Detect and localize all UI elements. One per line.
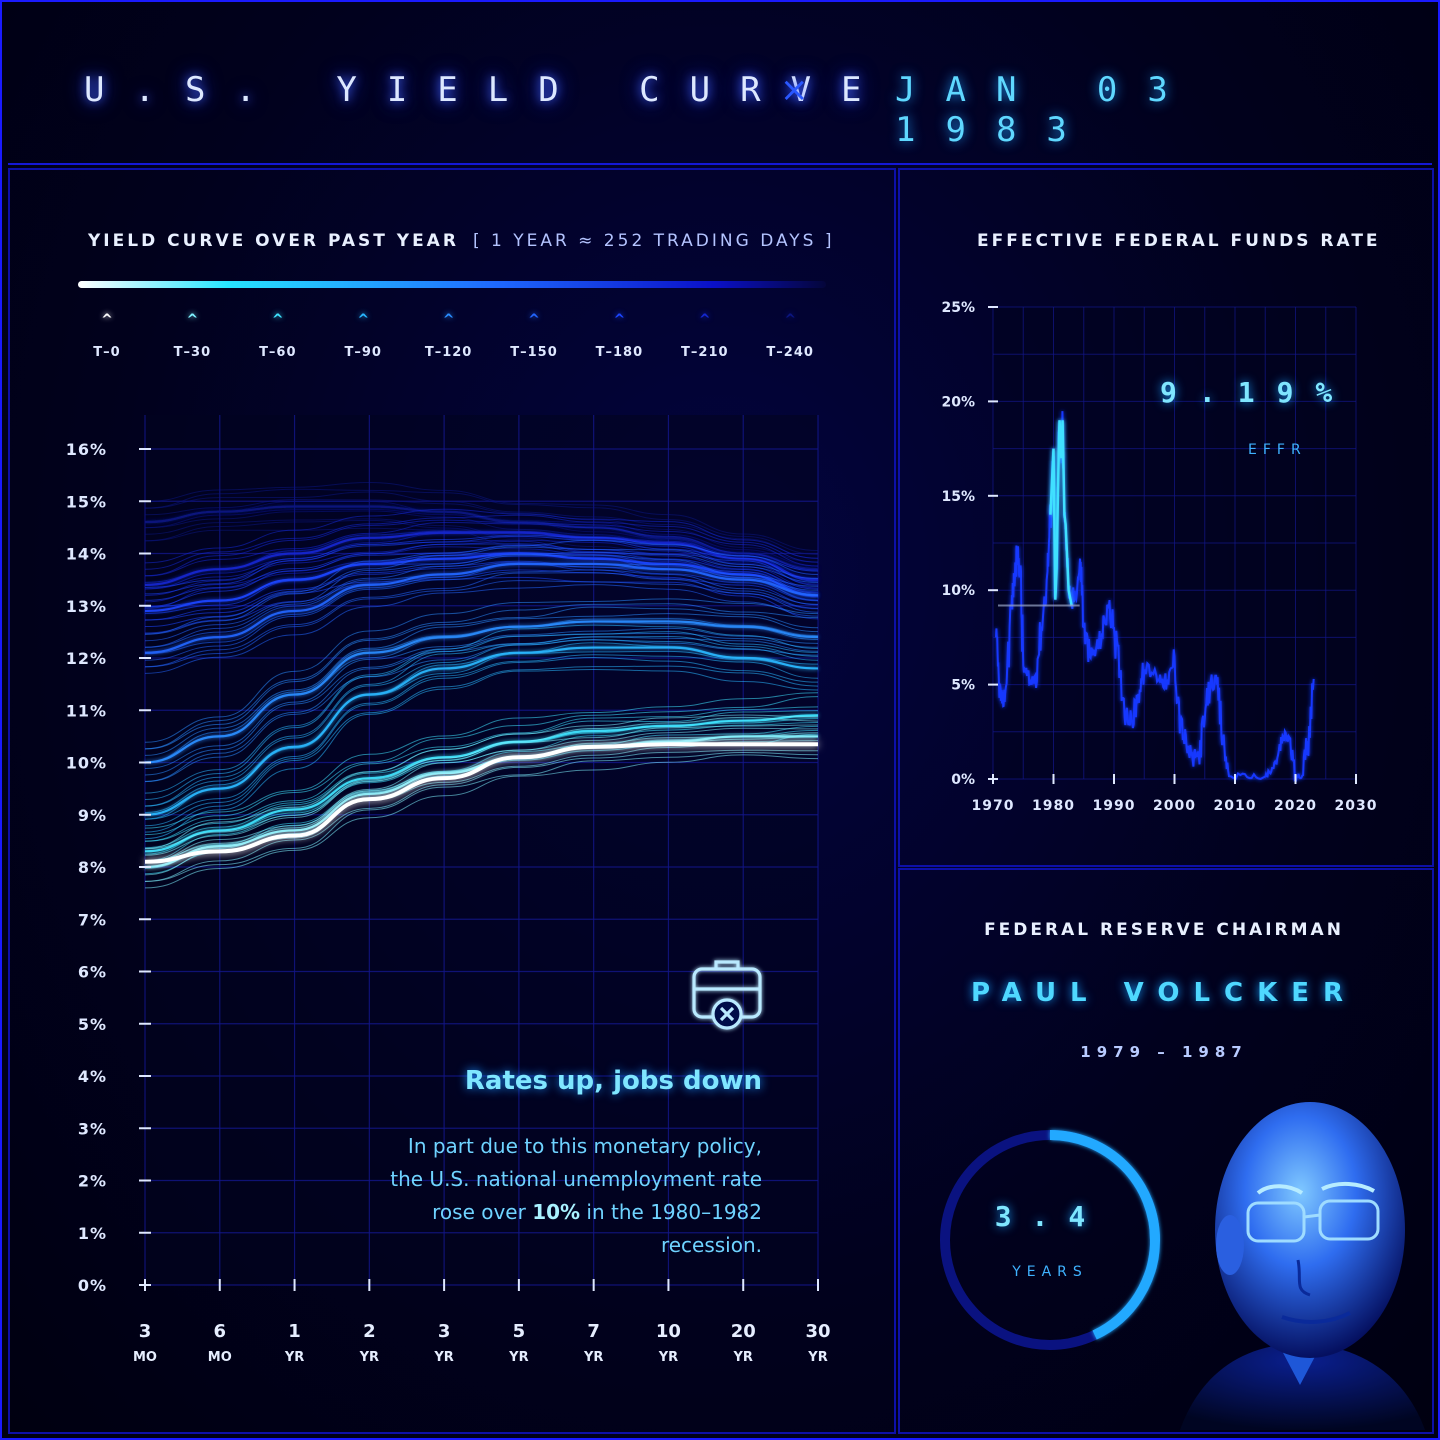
note-body: In part due to this monetary policy, the… [380,1130,762,1262]
briefcase-x-icon [692,960,762,1030]
chevron-up-icon: ^ [186,312,199,328]
chair-heading: FEDERAL RESERVE CHAIRMAN [984,920,1344,940]
effr-panel [898,168,1434,867]
note-body-text-1: In part due to this monetary policy, the… [390,1134,762,1224]
tenure-ring [940,1130,1160,1350]
legend-label: T–180 [595,345,644,360]
yield-subheading: [ 1 YEAR ≈ 252 TRADING DAYS ] [472,231,835,251]
tenure-label: YEARS [1012,1264,1088,1280]
legend-item: ^ T–30 [162,312,222,360]
effr-heading: EFFECTIVE FEDERAL FUNDS RATE [977,231,1381,251]
chevron-up-icon: ^ [357,312,370,328]
chevron-up-icon: ^ [271,312,284,328]
chevron-up-icon: ^ [698,312,711,328]
tenure-value: 3.4 [994,1200,1106,1233]
legend-item: ^ T–150 [504,312,564,360]
legend-label: T–150 [510,345,558,360]
legend-label: T–0 [93,345,121,360]
legend-label: T–120 [424,345,473,360]
yield-heading: YIELD CURVE OVER PAST YEAR [ 1 YEAR ≈ 252… [88,231,835,251]
legend-label: T–60 [259,345,297,360]
legend-item: ^ T–210 [675,312,735,360]
page-date: JAN 03 1983 [895,70,1198,150]
header-bar [8,8,1432,165]
title-separator: × [780,70,809,110]
yield-curve-panel [8,168,896,1434]
tenure-ring-progress [940,1130,1160,1350]
note-title: Rates up, jobs down [464,1066,762,1096]
legend-item: ^ T–180 [589,312,649,360]
chevron-up-icon: ^ [442,312,455,328]
chevron-up-icon: ^ [101,312,113,328]
legend-label: T–30 [173,345,212,360]
legend-item: ^ T–240 [760,312,820,360]
chairman-portrait [1180,1102,1425,1430]
chevron-up-icon: ^ [613,312,626,328]
note-body-text-2: in the 1980–1982 recession. [580,1200,762,1257]
fed-chair-panel [898,868,1434,1434]
yield-heading-text: YIELD CURVE OVER PAST YEAR [88,231,459,251]
chair-name: PAUL VOLCKER [970,978,1358,1008]
legend-label: T–90 [344,345,382,360]
legend-label: T–240 [766,345,814,360]
effr-value-label: EFFR [1248,442,1307,458]
chair-term: 1979 – 1987 [1080,1043,1248,1061]
chevron-up-icon: ^ [528,312,540,328]
legend-item: ^ T–60 [248,312,308,360]
legend-item: ^ T–90 [333,312,393,360]
legend-label: T–210 [681,345,729,360]
legend-item: ^ T–0 [77,312,137,360]
chevron-up-icon: ^ [784,312,797,328]
note-body-highlight: 10% [532,1200,581,1224]
legend-item: ^ T–120 [419,312,479,360]
legend-gradient-bar [78,281,826,288]
effr-value: 9.19% [1160,376,1355,409]
page-title: U.S. YIELD CURVE [84,70,892,110]
